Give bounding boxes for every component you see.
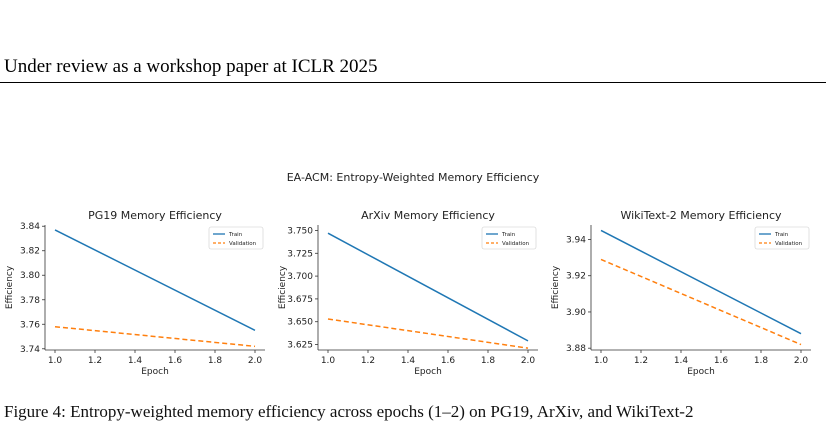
series-line-train (600, 229, 802, 335)
legend-label: Validation (229, 241, 257, 247)
x-tick-label: 1.4 (128, 356, 143, 366)
x-tick-label: 1.0 (594, 356, 609, 366)
legend-box (754, 226, 810, 250)
y-tick-label: 3.88 (566, 344, 586, 354)
x-axis-label: Epoch (414, 367, 442, 377)
series-line-train (54, 229, 256, 332)
y-axis-label: Efficiency (551, 265, 561, 309)
series-line-validation (327, 318, 529, 349)
x-tick-label: 1.4 (401, 356, 416, 366)
x-tick-label: 1.0 (321, 356, 336, 366)
y-tick-label: 3.80 (20, 271, 40, 281)
y-tick-label: 3.84 (20, 222, 40, 232)
header-rule (0, 82, 826, 83)
x-tick-label: 1.2 (361, 356, 375, 366)
x-tick-label: 1.8 (754, 356, 769, 366)
y-tick-label: 3.675 (287, 295, 313, 305)
y-tick-label: 3.700 (287, 272, 313, 282)
y-tick-label: 3.82 (20, 247, 40, 257)
figure-title: EA-ACM: Entropy-Weighted Memory Efficien… (286, 171, 540, 184)
legend-box (208, 226, 264, 250)
x-axis-label: Epoch (141, 367, 169, 377)
chart-pg19: PG19 Memory Efficiency 1.0 1.2 1.4 1.6 1.8 2.0… (0, 205, 275, 380)
chart-svg-arxiv: ArXiv Memory Efficiency 1.0 1.2 1.4 1.6 1.8 2.… (278, 209, 538, 377)
legend-label: Validation (775, 241, 803, 247)
x-tick-label: 1.8 (208, 356, 223, 366)
y-tick-label: 3.74 (20, 345, 40, 355)
figure-caption-fragment: Figure 4: Entropy-weighted memory effici… (4, 402, 694, 421)
chart-title: ArXiv Memory Efficiency (361, 209, 495, 222)
chart-arxiv: ArXiv Memory Efficiency 1.0 1.2 1.4 1.6 1.8 2.… (273, 205, 548, 380)
y-tick-label: 3.650 (287, 318, 313, 328)
y-axis-label: Efficiency (278, 265, 288, 309)
x-tick-label: 1.6 (441, 356, 456, 366)
x-tick-label: 1.6 (168, 356, 183, 366)
x-tick-label: 1.2 (88, 356, 102, 366)
chart-title: PG19 Memory Efficiency (88, 209, 222, 222)
y-axis-label: Efficiency (5, 265, 15, 309)
legend-label: Train (501, 232, 516, 238)
y-tick-label: 3.625 (287, 341, 313, 351)
chart-svg-wikitext2: WikiText-2 Memory Efficiency 1.0 1.2 1.4 1.6… (551, 209, 811, 377)
series-line-validation (54, 325, 256, 348)
x-tick-label: 2.0 (794, 356, 809, 366)
legend-box (481, 226, 537, 250)
running-header: Under review as a workshop paper at ICLR… (4, 56, 378, 77)
legend-label: Train (774, 232, 789, 238)
y-tick-label: 3.90 (566, 308, 586, 318)
x-tick-label: 1.8 (481, 356, 496, 366)
x-tick-label: 2.0 (248, 356, 263, 366)
x-tick-label: 2.0 (521, 356, 536, 366)
y-tick-label: 3.725 (287, 249, 313, 259)
x-tick-label: 1.4 (674, 356, 689, 366)
y-tick-label: 3.92 (566, 272, 586, 282)
y-tick-label: 3.94 (566, 235, 586, 245)
x-axis-label: Epoch (687, 367, 715, 377)
y-tick-label: 3.76 (20, 320, 40, 330)
y-tick-label: 3.78 (20, 296, 40, 306)
chart-wikitext2: WikiText-2 Memory Efficiency 1.0 1.2 1.4 1.6… (546, 205, 821, 380)
y-tick-label: 3.750 (287, 226, 313, 236)
x-tick-label: 1.6 (714, 356, 729, 366)
series-line-train (327, 232, 529, 342)
series-line-validation (600, 258, 802, 346)
legend-label: Validation (502, 241, 530, 247)
x-tick-label: 1.0 (48, 356, 63, 366)
chart-title: WikiText-2 Memory Efficiency (620, 209, 782, 222)
legend-label: Train (228, 232, 243, 238)
x-tick-label: 1.2 (634, 356, 648, 366)
chart-svg-pg19: PG19 Memory Efficiency 1.0 1.2 1.4 1.6 1.8 2.0… (5, 209, 265, 377)
